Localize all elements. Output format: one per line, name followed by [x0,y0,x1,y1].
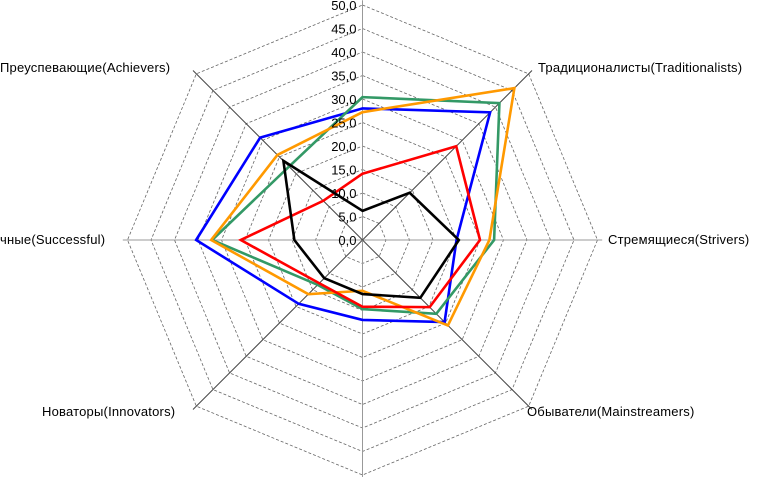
tick-label: 0,0 [338,233,356,248]
axis-label-innovators: Новаторы(Innovators) [42,404,176,419]
grid-ring [197,75,528,405]
tick-label: 45,0 [331,22,356,37]
tick-label: 20,0 [331,139,356,154]
tick-label: 15,0 [331,163,356,178]
series-line-3 [237,144,482,309]
series-line-0 [194,107,492,324]
series-line-2 [209,86,516,328]
axis-spoke [362,70,533,241]
tick-label: 40,0 [331,45,356,60]
tick-label: 10,0 [331,186,356,201]
tick-label: 5,0 [338,210,356,225]
tick-label: 50,0 [331,0,356,13]
axis-label-traditionalists: Традиционалисты(Traditionalists) [538,60,743,75]
axis-label-mainstreamers: Обыватели(Mainstreamers) [527,404,695,419]
tick-label: 35,0 [331,69,356,84]
grid-ring [315,192,410,288]
axis-label-successful: чные(Successful) [0,232,106,247]
axis-spoke [192,239,363,410]
tick-label: 25,0 [331,116,356,131]
tick-label: 30,0 [331,92,356,107]
axis-label-strivers: Стремящиеся(Strivers) [608,232,750,247]
series-line-1 [209,95,501,316]
axis-label-achievers: Преуспевающие(Achievers) [0,60,171,75]
series-line-4 [281,158,461,300]
